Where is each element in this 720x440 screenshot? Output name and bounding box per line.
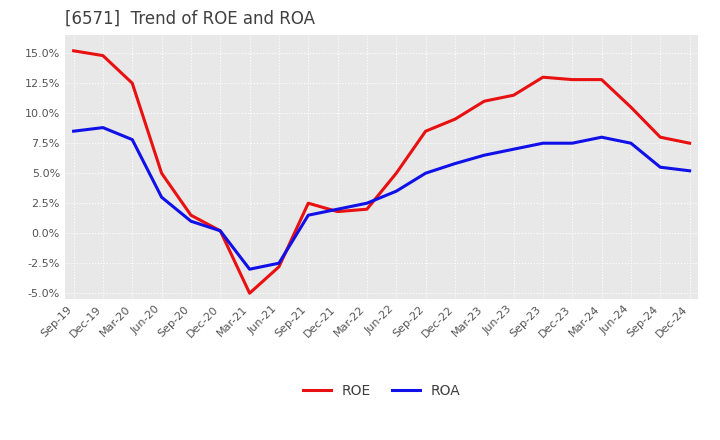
ROA — [421, 171, 430, 176]
ROE — [304, 201, 312, 206]
ROE — [128, 81, 137, 86]
ROA — [216, 228, 225, 234]
ROE — [480, 99, 489, 104]
ROE — [568, 77, 577, 82]
ROE — [656, 135, 665, 140]
ROE — [392, 171, 400, 176]
Line: ROA: ROA — [73, 128, 690, 269]
ROE — [421, 128, 430, 134]
ROA — [480, 153, 489, 158]
ROE — [186, 213, 195, 218]
ROE — [69, 48, 78, 53]
ROA — [69, 128, 78, 134]
ROA — [451, 161, 459, 166]
ROA — [333, 206, 342, 212]
ROE — [274, 264, 283, 269]
Legend: ROE, ROA: ROE, ROA — [297, 378, 466, 403]
Text: [6571]  Trend of ROE and ROA: [6571] Trend of ROE and ROA — [65, 10, 315, 28]
ROE — [685, 140, 694, 146]
ROA — [304, 213, 312, 218]
ROA — [157, 194, 166, 200]
ROA — [685, 168, 694, 173]
ROE — [509, 92, 518, 98]
ROE — [246, 290, 254, 296]
ROE — [451, 117, 459, 122]
ROE — [598, 77, 606, 82]
ROA — [186, 219, 195, 224]
ROA — [392, 189, 400, 194]
ROE — [539, 74, 547, 80]
ROE — [333, 209, 342, 214]
Line: ROE: ROE — [73, 51, 690, 293]
ROA — [626, 140, 635, 146]
ROA — [99, 125, 107, 130]
ROA — [539, 140, 547, 146]
ROA — [363, 201, 372, 206]
ROA — [128, 137, 137, 142]
ROA — [568, 140, 577, 146]
ROA — [656, 165, 665, 170]
ROA — [509, 147, 518, 152]
ROE — [626, 105, 635, 110]
ROE — [99, 53, 107, 58]
ROE — [363, 206, 372, 212]
ROE — [157, 171, 166, 176]
ROA — [246, 267, 254, 272]
ROA — [598, 135, 606, 140]
ROA — [274, 260, 283, 266]
ROE — [216, 228, 225, 234]
